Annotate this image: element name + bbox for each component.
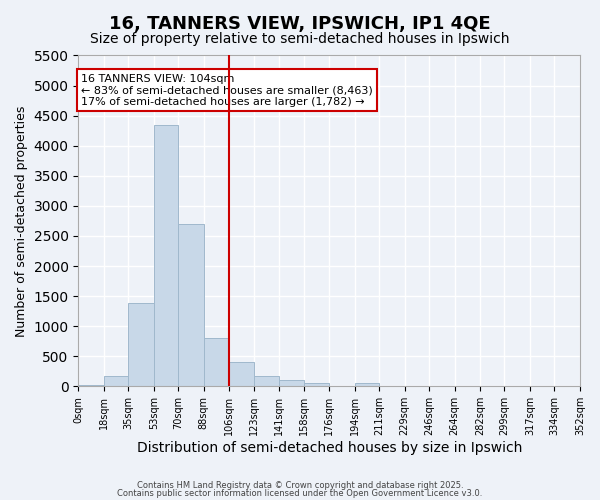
Bar [154,124,178,386]
Bar [178,224,204,386]
Bar [304,384,329,386]
Text: Contains HM Land Registry data © Crown copyright and database right 2025.: Contains HM Land Registry data © Crown c… [137,481,463,490]
Bar [204,338,229,386]
X-axis label: Distribution of semi-detached houses by size in Ipswich: Distribution of semi-detached houses by … [137,441,522,455]
Bar [128,304,154,386]
Text: Contains public sector information licensed under the Open Government Licence v3: Contains public sector information licen… [118,488,482,498]
Text: Size of property relative to semi-detached houses in Ipswich: Size of property relative to semi-detach… [90,32,510,46]
Bar [280,380,304,386]
Bar [104,376,128,386]
Bar [229,362,254,386]
Text: 16, TANNERS VIEW, IPSWICH, IP1 4QE: 16, TANNERS VIEW, IPSWICH, IP1 4QE [109,15,491,33]
Text: 16 TANNERS VIEW: 104sqm
← 83% of semi-detached houses are smaller (8,463)
17% of: 16 TANNERS VIEW: 104sqm ← 83% of semi-de… [81,74,373,106]
Bar [79,384,104,386]
Y-axis label: Number of semi-detached properties: Number of semi-detached properties [15,105,28,336]
Bar [254,376,280,386]
Bar [355,384,379,386]
